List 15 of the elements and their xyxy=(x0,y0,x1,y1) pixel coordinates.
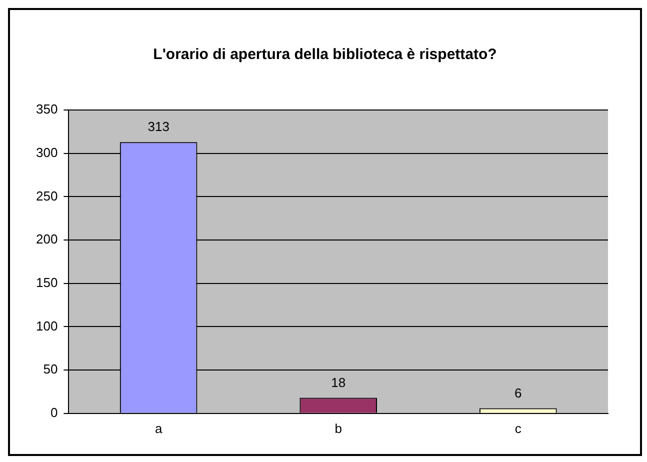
x-tick-label: c xyxy=(514,420,522,436)
y-tick-label: 250 xyxy=(36,188,58,204)
y-tick-label: 150 xyxy=(36,274,58,290)
x-tick-label: b xyxy=(334,420,342,436)
data-label: 18 xyxy=(331,374,346,390)
chart-title: L'orario di apertura della biblioteca è rispettato? xyxy=(152,46,498,63)
y-tick-label: 300 xyxy=(36,144,58,160)
y-tick-label: 200 xyxy=(36,232,58,247)
data-label: 6 xyxy=(514,385,522,400)
y-tick-label: 350 xyxy=(36,102,58,117)
y-tick-label: 100 xyxy=(36,318,58,334)
y-tick-label: 50 xyxy=(43,362,58,377)
y-tick-label: 0 xyxy=(50,404,58,420)
data-label: 313 xyxy=(148,119,170,134)
x-tick-label: a xyxy=(154,420,163,436)
